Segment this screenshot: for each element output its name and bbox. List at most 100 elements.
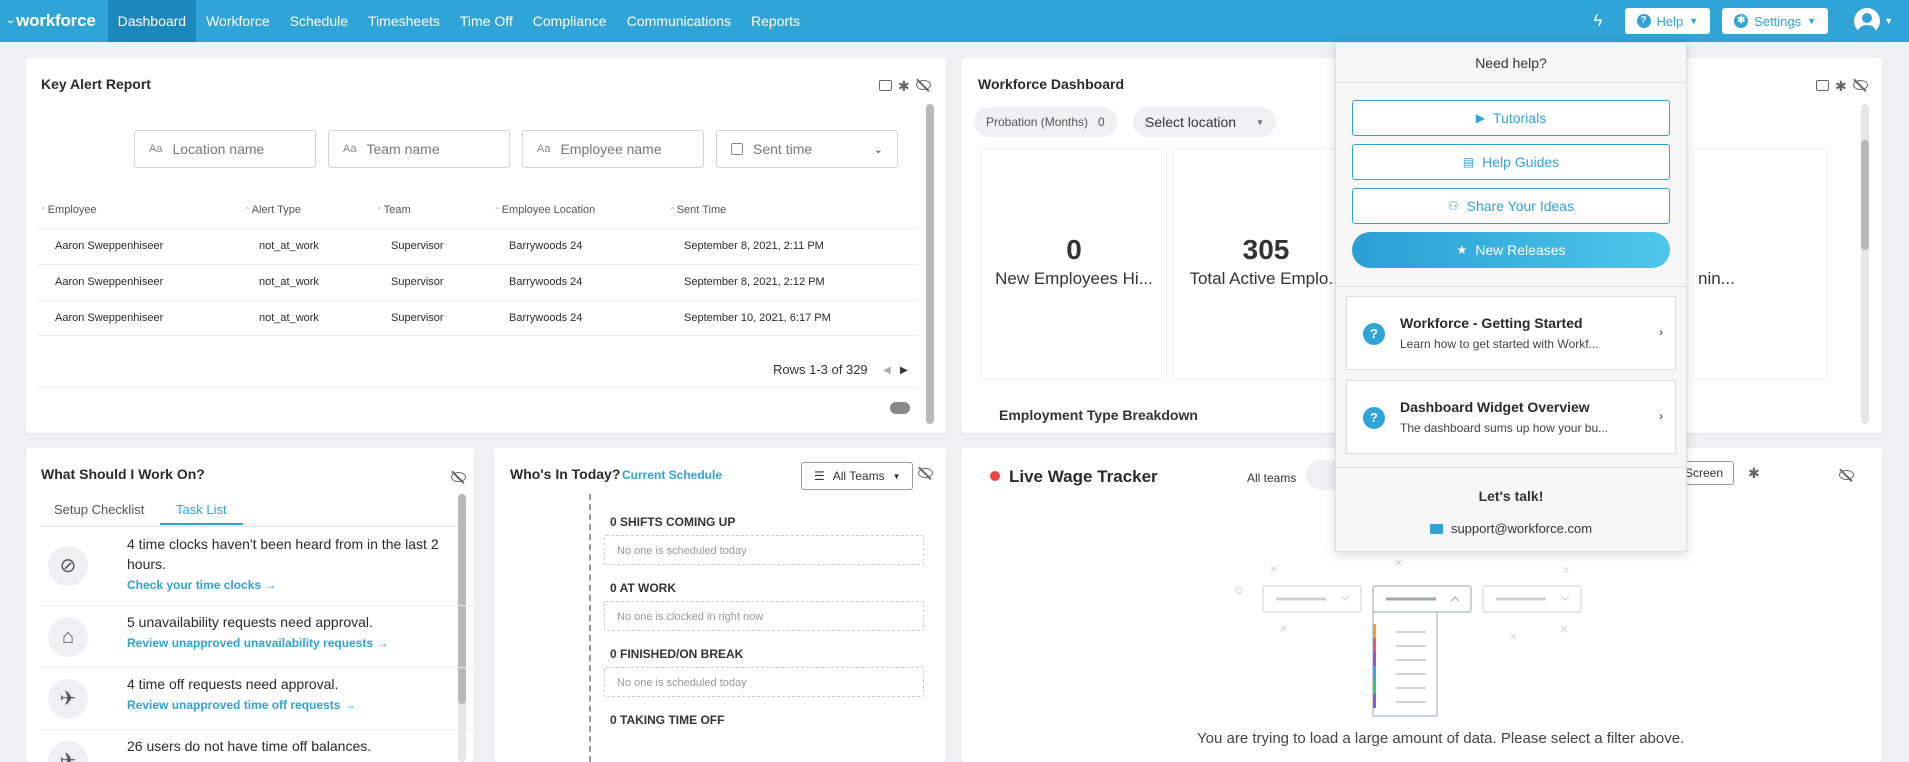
- nav-timesheets[interactable]: Timesheets: [368, 13, 440, 29]
- card-actions: [918, 468, 933, 478]
- list-item[interactable]: ✈ 4 time off requests need approval. Rev…: [40, 668, 474, 730]
- scrollbar[interactable]: [926, 104, 934, 424]
- table-row[interactable]: Aaron Sweppenhiseer not_at_work Supervis…: [38, 228, 918, 264]
- hide-icon[interactable]: [1839, 470, 1854, 480]
- stat-partial[interactable]: nin...: [1693, 148, 1827, 380]
- col-alert-type[interactable]: ⌃Alert Type: [244, 204, 301, 216]
- gear-icon: ✱: [1734, 14, 1749, 28]
- task-link[interactable]: Check your time clocks →: [127, 578, 276, 592]
- table-row[interactable]: Aaron Sweppenhiseer not_at_work Supervis…: [38, 264, 918, 300]
- settings-button[interactable]: ✱ Settings ▼: [1722, 8, 1829, 34]
- nav-communications[interactable]: Communications: [626, 13, 731, 29]
- all-teams-dropdown[interactable]: ☰ All Teams ▼: [801, 462, 914, 490]
- stat-total-active[interactable]: 305 Total Active Emplo...: [1173, 148, 1359, 380]
- gear-icon[interactable]: ✱: [1835, 78, 1847, 94]
- tutorials-button[interactable]: ▶ Tutorials: [1352, 100, 1670, 136]
- nav-right-group: ϟ ? Help ▼ ✱ Settings ▼ ▼: [1594, 0, 1909, 42]
- new-releases-button[interactable]: ★ New Releases: [1352, 232, 1670, 268]
- top-navigation: ᵕ workforce Dashboard Workforce Schedule …: [0, 0, 1909, 42]
- envelope-icon: [1429, 523, 1443, 534]
- image-icon[interactable]: [1816, 80, 1829, 91]
- user-menu[interactable]: ▼: [1854, 8, 1893, 34]
- nav-workforce[interactable]: Workforce: [206, 13, 270, 29]
- employee-filter[interactable]: Aa Employee name: [522, 130, 704, 168]
- help-card-widget-overview[interactable]: ? Dashboard Widget Overview The dashboar…: [1346, 380, 1676, 454]
- arrow-right-icon: →: [343, 698, 356, 712]
- col-sent-time[interactable]: ⌃Sent Time: [669, 204, 726, 216]
- nav-dashboard[interactable]: Dashboard: [107, 0, 197, 42]
- current-schedule-link[interactable]: Current Schedule: [622, 468, 723, 482]
- caret-down-icon: ▼: [1884, 16, 1893, 26]
- location-select[interactable]: Select location ▼: [1133, 107, 1276, 137]
- nav-schedule[interactable]: Schedule: [289, 13, 349, 29]
- caret-down-icon: ▼: [1256, 117, 1264, 127]
- tab-task-list[interactable]: Task List: [160, 502, 243, 525]
- scroll-thumb[interactable]: [1861, 140, 1869, 250]
- col-location-label: Employee Location: [501, 204, 596, 216]
- support-email: support@workforce.com: [1450, 521, 1593, 536]
- list-item[interactable]: ✈ 26 users do not have time off balances…: [40, 730, 474, 762]
- live-indicator-icon: [990, 471, 1000, 481]
- nav-reports[interactable]: Reports: [750, 13, 801, 29]
- support-email-link[interactable]: support@workforce.com: [1336, 521, 1686, 536]
- location-filter[interactable]: Aa Location name: [134, 130, 316, 168]
- logo-mark-icon: ᵕ: [8, 13, 14, 29]
- help-card-getting-started[interactable]: ? Workforce - Getting Started Learn how …: [1346, 296, 1676, 370]
- image-icon[interactable]: [879, 80, 892, 91]
- caret-down-icon: ▼: [1689, 16, 1699, 26]
- share-ideas-button[interactable]: ⚇ Share Your Ideas: [1352, 188, 1670, 224]
- cell-alert-type: not_at_work: [259, 276, 319, 288]
- caret-down-icon: ▼: [1807, 16, 1817, 26]
- lightning-icon[interactable]: ϟ: [1593, 11, 1603, 30]
- divider: [1336, 286, 1686, 287]
- team-filter[interactable]: Aa Team name: [328, 130, 510, 168]
- hide-icon[interactable]: [915, 80, 931, 90]
- sent-time-filter[interactable]: Sent time ⌄: [716, 130, 898, 168]
- task-text: 4 time off requests need approval.: [127, 676, 339, 692]
- workforce-logo[interactable]: ᵕ workforce: [0, 11, 108, 31]
- hide-icon[interactable]: [451, 472, 466, 482]
- gear-icon[interactable]: ✱: [1748, 465, 1760, 481]
- sort-icon: ⌃: [669, 206, 676, 215]
- airplane-icon: ✈: [48, 679, 88, 719]
- caret-down-icon: ▼: [892, 471, 901, 481]
- location-select-label: Select location: [1145, 114, 1237, 130]
- empty-state: No one is scheduled today: [604, 667, 924, 697]
- group-at-work: 0 AT WORK: [610, 581, 676, 595]
- download-cloud-icon[interactable]: [890, 402, 910, 414]
- hide-icon[interactable]: [1852, 80, 1868, 90]
- task-link[interactable]: Review unapproved time off requests →: [127, 698, 356, 712]
- list-item[interactable]: ⊘ 4 time clocks haven't been heard from …: [40, 528, 474, 606]
- scrollbar[interactable]: [458, 494, 466, 762]
- scroll-thumb[interactable]: [458, 494, 466, 704]
- col-alert-type-label: Alert Type: [251, 204, 302, 216]
- col-employee[interactable]: ⌃Employee: [40, 204, 97, 216]
- key-alert-card: Key Alert Report ✱ Aa Location name Aa Tea…: [26, 58, 946, 433]
- stat-label: New Employees Hi...: [995, 269, 1153, 288]
- help-guides-button[interactable]: ▤ Help Guides: [1352, 144, 1670, 180]
- card-actions: [451, 472, 466, 482]
- scroll-thumb[interactable]: [926, 104, 934, 424]
- gear-icon[interactable]: ✱: [898, 78, 910, 94]
- table-row[interactable]: Aaron Sweppenhiseer not_at_work Supervis…: [38, 300, 918, 336]
- help-button[interactable]: ? Help ▼: [1624, 8, 1711, 34]
- hide-icon[interactable]: [918, 468, 933, 478]
- tab-setup-checklist[interactable]: Setup Checklist: [54, 502, 145, 517]
- chevron-right-icon: ›: [1659, 409, 1663, 423]
- task-text: 4 time clocks haven't been heard from in…: [127, 536, 439, 552]
- share-ideas-label: Share Your Ideas: [1466, 198, 1575, 214]
- document-icon: ▤: [1462, 155, 1475, 169]
- prev-page-icon[interactable]: ◀: [883, 365, 891, 376]
- nav-time-off[interactable]: Time Off: [459, 13, 513, 29]
- probation-filter[interactable]: Probation (Months) 0: [974, 107, 1117, 137]
- scrollbar[interactable]: [1861, 104, 1869, 424]
- col-team[interactable]: ⌃Team: [376, 204, 411, 216]
- col-employee-location[interactable]: ⌃Employee Location: [494, 204, 595, 216]
- task-link[interactable]: Review unapproved unavailability request…: [127, 636, 388, 650]
- nav-compliance[interactable]: Compliance: [532, 13, 607, 29]
- whos-in-card: Who's In Today? Current Schedule ☰ All Te…: [494, 448, 946, 762]
- play-icon: ▶: [1475, 111, 1486, 125]
- next-page-icon[interactable]: ▶: [900, 365, 908, 376]
- list-item[interactable]: ⌂ 5 unavailability requests need approva…: [40, 606, 474, 668]
- stat-new-employees[interactable]: 0 New Employees Hi...: [981, 148, 1167, 380]
